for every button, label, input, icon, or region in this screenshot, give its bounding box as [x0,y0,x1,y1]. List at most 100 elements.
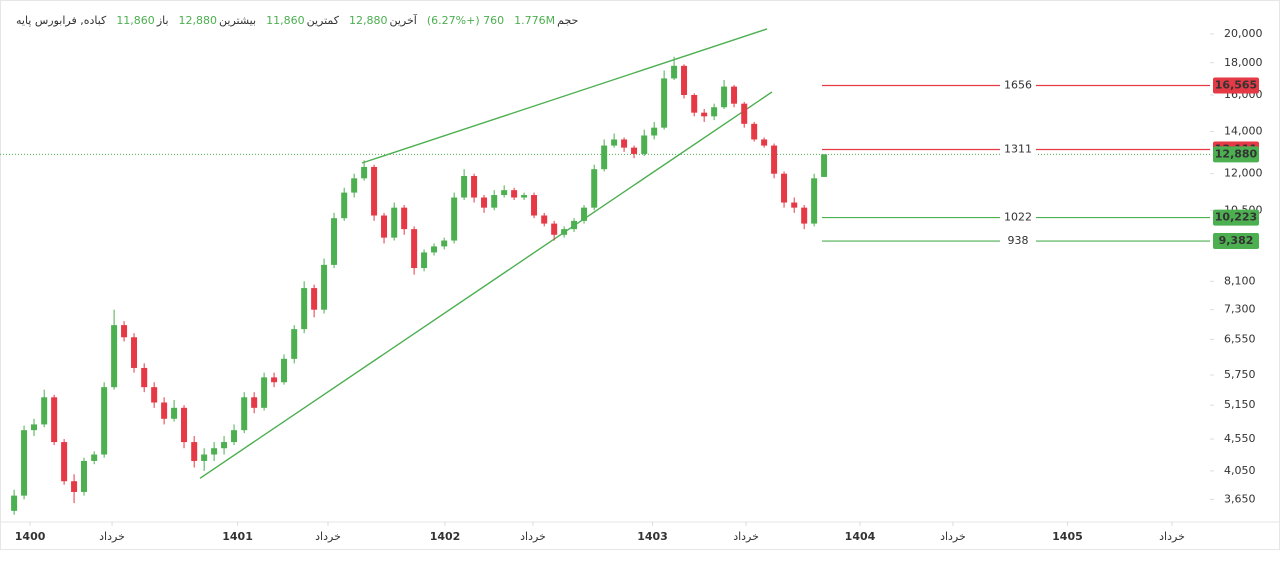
level-name-bg [1000,142,1036,157]
symbol: کباده, فرابورس پایه [16,14,107,27]
y-tick-label: 5,750 [1224,368,1256,381]
level-value-label: 16,565 [1215,79,1257,92]
header-value: 12,880 [178,14,218,27]
candle-body [691,95,698,113]
candle-body [551,223,558,235]
candle-body [331,218,338,265]
level-name-bg [1000,234,1036,249]
header-item: باز 11,860 [116,14,168,27]
y-tick-label: 7,300 [1224,303,1256,316]
candle-body [621,139,628,148]
x-tick-label: خرداد [315,530,341,543]
header-item: کمترین 11,860 [266,14,339,27]
candle-body [541,215,548,224]
candle-body [381,215,388,238]
level-name-bg [1000,78,1036,93]
candle-body [121,325,128,338]
candle-body [141,367,148,388]
candle-body [311,288,318,310]
candle-body [711,107,718,117]
y-tick-label: 20,000 [1224,27,1263,40]
candle-body [511,190,518,198]
candle-body [111,325,118,388]
header-value: 1.776M [514,14,556,27]
candle-body [231,430,238,443]
candle-body [241,397,248,431]
candle-body [11,495,18,511]
y-tick-label: 4,050 [1224,464,1256,477]
candle-body [531,195,538,216]
candle-body [341,192,348,219]
header-label: باز [156,14,169,27]
candle-body [571,220,578,230]
x-tick-label: 1405 [1052,530,1083,543]
level-value-box [1213,77,1259,94]
header-value: 11,860 [266,14,305,27]
candle-body [201,454,208,461]
candle-body [271,377,278,383]
candle-body [481,197,488,208]
candle-body [261,377,268,408]
header-value: 12,880 [349,14,388,27]
candle-body [781,173,788,203]
y-tick-label: 8,100 [1224,274,1256,287]
candle-body [431,246,438,253]
y-tick-label: 18,000 [1224,56,1263,69]
x-tick-label: خرداد [1159,530,1185,543]
header: کباده, فرابورس پایه باز 11,860 بیشترین 12,8… [16,14,578,27]
candle-body [411,229,418,269]
header-label: آخرین [389,14,417,27]
level-value-label: 10,223 [1215,211,1257,224]
level-name: 1022 [1004,211,1032,224]
x-tick-label: خرداد [940,530,966,543]
candle-body [461,176,468,198]
candle-body [701,112,708,117]
candle-body [351,178,358,193]
candle-body [661,78,668,128]
level-name: 1656 [1004,79,1032,92]
candle-body [811,178,818,224]
x-tick-label: خرداد [733,530,759,543]
y-tick-label: 12,000 [1224,167,1263,180]
candle-body [611,139,618,146]
candle-body [641,135,648,154]
x-tick-label: 1401 [222,530,253,543]
candle-body [171,407,178,419]
x-tick-label: خرداد [99,530,125,543]
candle-body [281,358,288,383]
candle-body [721,86,728,108]
candle-body [161,402,168,419]
trend-line [361,28,768,164]
y-tick-label: 14,000 [1224,125,1263,138]
candle-body [761,139,768,146]
candle-body [211,448,218,455]
x-tick-label: 1403 [637,530,668,543]
header-label: حجم [557,14,579,27]
candle-body [41,397,48,425]
candle-body [441,240,448,247]
header-label: بیشترین [219,14,257,27]
candle-body [491,195,498,208]
candle-body [71,481,78,492]
candle-body [371,166,378,216]
candle-body [581,207,588,221]
y-tick-label: 5,150 [1224,398,1256,411]
candle-body [361,166,368,179]
candle-body [51,397,58,443]
candle-body [421,252,428,269]
candle-body [471,176,478,198]
candle-body [131,337,138,368]
candle-body [81,460,88,492]
candle-body [21,430,28,496]
header-item: آخرین 12,880 [349,14,417,27]
candle-body [601,145,608,170]
x-tick-label: 1402 [430,530,461,543]
candle-body [751,123,758,140]
candle-body [801,207,808,224]
candle-body [731,86,738,104]
candle-body [501,190,508,196]
candle-body [521,195,528,198]
